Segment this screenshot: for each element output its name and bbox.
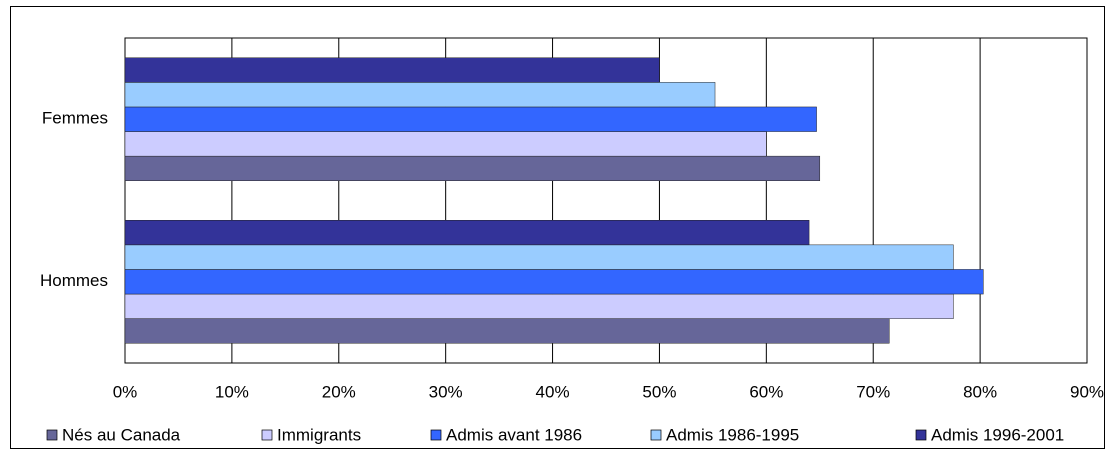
bar — [124, 82, 716, 108]
y-tick-label: Femmes — [42, 109, 108, 128]
legend-swatch — [430, 429, 442, 441]
x-tick-label: 20% — [322, 382, 356, 401]
legend-swatch — [261, 429, 273, 441]
x-tick-label: 40% — [536, 382, 570, 401]
legend-label: Admis 1986-1995 — [666, 425, 799, 444]
bar — [124, 293, 954, 319]
legend-swatch — [915, 429, 927, 441]
legend-swatch — [650, 429, 662, 441]
x-tick-label: 90% — [1070, 382, 1104, 401]
legend-swatch — [46, 429, 58, 441]
bar — [124, 269, 984, 295]
legend-label: Admis 1996-2001 — [931, 425, 1064, 444]
bar — [124, 57, 660, 83]
y-tick-label: Hommes — [40, 271, 108, 290]
legend-label: Admis avant 1986 — [446, 425, 582, 444]
x-tick-label: 50% — [642, 382, 676, 401]
legend-label: Immigrants — [277, 425, 361, 444]
x-tick-label: 80% — [963, 382, 997, 401]
x-tick-label: 70% — [856, 382, 890, 401]
bar — [124, 318, 890, 344]
x-tick-label: 30% — [429, 382, 463, 401]
bar — [124, 131, 767, 157]
bar — [124, 106, 817, 132]
bar — [124, 220, 810, 246]
x-tick-label: 60% — [749, 382, 783, 401]
x-tick-label: 10% — [215, 382, 249, 401]
legend-label: Nés au Canada — [62, 425, 181, 444]
bar — [124, 155, 821, 181]
x-tick-label: 0% — [113, 382, 138, 401]
bar — [124, 244, 954, 270]
